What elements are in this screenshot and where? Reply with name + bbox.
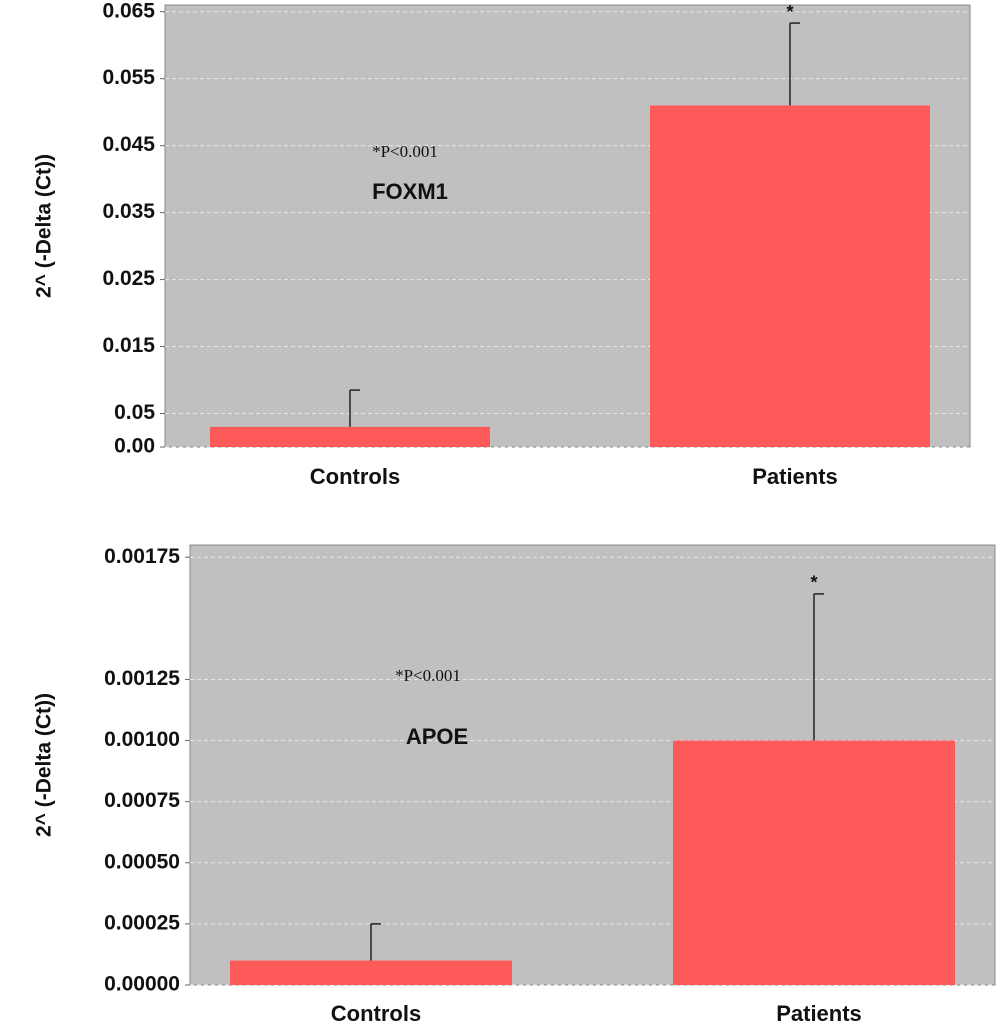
x-tick-label: Controls xyxy=(310,464,400,489)
annotation: APOE xyxy=(406,724,468,749)
y-tick-label: 0.015 xyxy=(102,334,155,357)
y-tick-label: 0.035 xyxy=(102,200,155,223)
y-tick-label: 0.045 xyxy=(102,133,155,156)
annotation: *P<0.001 xyxy=(395,666,461,685)
annotation: *P<0.001 xyxy=(372,142,438,161)
x-tick-label: Controls xyxy=(331,1001,421,1026)
y-axis-label: 2^ (-Delta (Ct)) xyxy=(33,693,56,837)
y-tick-label: 0.00100 xyxy=(104,728,180,751)
y-tick-label: 0.055 xyxy=(102,66,155,89)
y-axis-label: 2^ (-Delta (Ct)) xyxy=(33,154,56,298)
y-tick-label: 0.05 xyxy=(114,401,155,424)
x-tick-label: Patients xyxy=(776,1001,862,1026)
annotation: FOXM1 xyxy=(372,179,448,204)
bar xyxy=(210,426,490,447)
bar xyxy=(673,740,955,985)
x-tick-label: Patients xyxy=(752,464,838,489)
y-tick-label: 0.00050 xyxy=(104,850,180,873)
y-tick-label: 0.00075 xyxy=(104,789,180,812)
bar xyxy=(230,960,512,985)
y-tick-label: 0.065 xyxy=(102,0,155,22)
y-tick-label: 0.00025 xyxy=(104,911,180,934)
y-tick-label: 0.00125 xyxy=(104,667,180,690)
y-tick-label: 0.00175 xyxy=(104,545,180,568)
y-tick-label: 0.00000 xyxy=(104,973,180,996)
bar xyxy=(650,105,930,448)
annotation: * xyxy=(786,2,793,22)
y-tick-label: 0.025 xyxy=(102,267,155,290)
annotation: * xyxy=(810,573,817,593)
y-tick-label: 0.00 xyxy=(114,435,155,458)
